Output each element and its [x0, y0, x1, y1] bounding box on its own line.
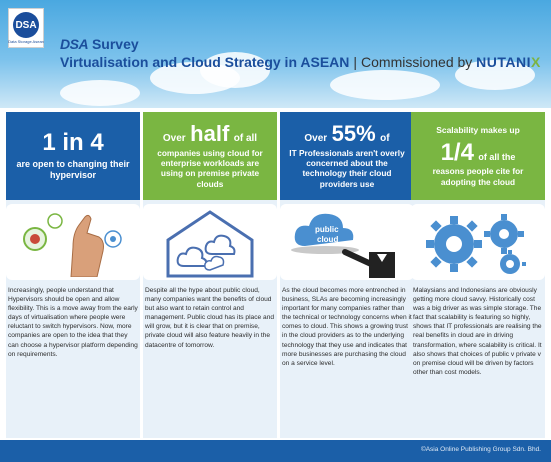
- column-body-text: Despite all the hype about public cloud,…: [145, 287, 275, 349]
- title-prefix: DSA: [60, 36, 89, 52]
- dsa-logo: DSA Data Storage Asean: [8, 8, 44, 48]
- copyright-text: ©Asia Online Publishing Group Sdn. Bhd.: [420, 446, 541, 453]
- cloud-shape: [455, 60, 535, 90]
- title-block: DSA Survey Virtualisation and Cloud Stra…: [60, 36, 540, 70]
- house-cloud-illustration: [143, 204, 277, 280]
- dsa-logo-mark: DSA: [13, 12, 39, 38]
- stat-header: Over half of all companies using cloud f…: [143, 112, 277, 200]
- stat-figure: 1/4: [440, 139, 474, 167]
- stat-caption: IT Professionals aren't overly concerned…: [289, 147, 405, 189]
- dsa-logo-subtext: Data Storage Asean: [8, 39, 44, 44]
- stat-header: Over 55% of IT Professionals aren't over…: [280, 112, 414, 200]
- stat-prefix: Over: [162, 133, 186, 145]
- stat-header: Scalability makes up 1/4 of all the reas…: [411, 112, 545, 200]
- stat-column-private-cloud: Over half of all companies using cloud f…: [143, 112, 277, 350]
- subtitle-text: Virtualisation and Cloud Strategy in ASE…: [60, 54, 350, 70]
- column-body-text: Increasingly, people understand that Hyp…: [8, 287, 138, 358]
- stat-suffix: of: [380, 133, 390, 145]
- title-separator: |: [353, 54, 358, 70]
- gears-illustration: [411, 204, 545, 280]
- stat-column-hypervisor: 1 in 4 are open to changing their hyperv…: [6, 112, 140, 359]
- hand-icon: [23, 213, 122, 277]
- stat-headline: 1/4 of all the: [441, 141, 516, 165]
- survey-title: DSA Survey: [60, 36, 540, 52]
- stat-top-caption: Scalability makes up: [436, 124, 520, 135]
- cloud-shape: [200, 52, 270, 88]
- title-word: Survey: [91, 36, 139, 52]
- waiter-cloud-illustration: public cloud: [280, 204, 414, 280]
- stat-figure: half: [190, 121, 230, 147]
- public-cloud-tray-icon: public cloud: [291, 213, 395, 278]
- stat-caption: companies using cloud for enterprise wor…: [157, 147, 263, 189]
- column-body-text: Malaysians and Indonesians are obviously…: [413, 287, 542, 376]
- stat-column-scalability: Scalability makes up 1/4 of all the reas…: [411, 112, 545, 377]
- stat-suffix: of all the: [478, 152, 516, 163]
- house-icon: [166, 210, 254, 278]
- stat-header: 1 in 4 are open to changing their hyperv…: [6, 112, 140, 200]
- stat-headline: Over half of all: [163, 123, 257, 146]
- cloud-shape: [60, 80, 140, 106]
- stat-figure: 55%: [331, 121, 376, 147]
- stat-suffix: of all: [233, 133, 258, 145]
- stat-column-cloud-providers: Over 55% of IT Professionals aren't over…: [280, 112, 414, 368]
- nutanix-logo: NUTANIX: [476, 54, 541, 70]
- commissioned-text: Commissioned by: [361, 54, 473, 70]
- nutanix-logo-main: NUTANI: [476, 54, 532, 70]
- column-body-text: As the cloud becomes more entrenched in …: [282, 287, 412, 367]
- cloud-shape: [330, 70, 440, 100]
- survey-subtitle: Virtualisation and Cloud Strategy in ASE…: [60, 54, 540, 70]
- stat-figure: 1 in 4: [42, 128, 104, 156]
- stat-prefix: Over: [304, 133, 328, 145]
- illus-label-cloud: cloud: [317, 235, 338, 244]
- illus-label-public: public: [315, 225, 339, 234]
- stat-headline: Over 55% of: [304, 123, 389, 146]
- footer-bar: ©Asia Online Publishing Group Sdn. Bhd.: [0, 440, 551, 462]
- stat-caption: reasons people cite for adopting the clo…: [432, 166, 524, 187]
- hand-switch-illustration: [6, 204, 140, 280]
- nutanix-logo-x: X: [531, 54, 541, 70]
- stat-caption: are open to changing their hypervisor: [16, 158, 130, 180]
- gears-icon: [426, 214, 526, 274]
